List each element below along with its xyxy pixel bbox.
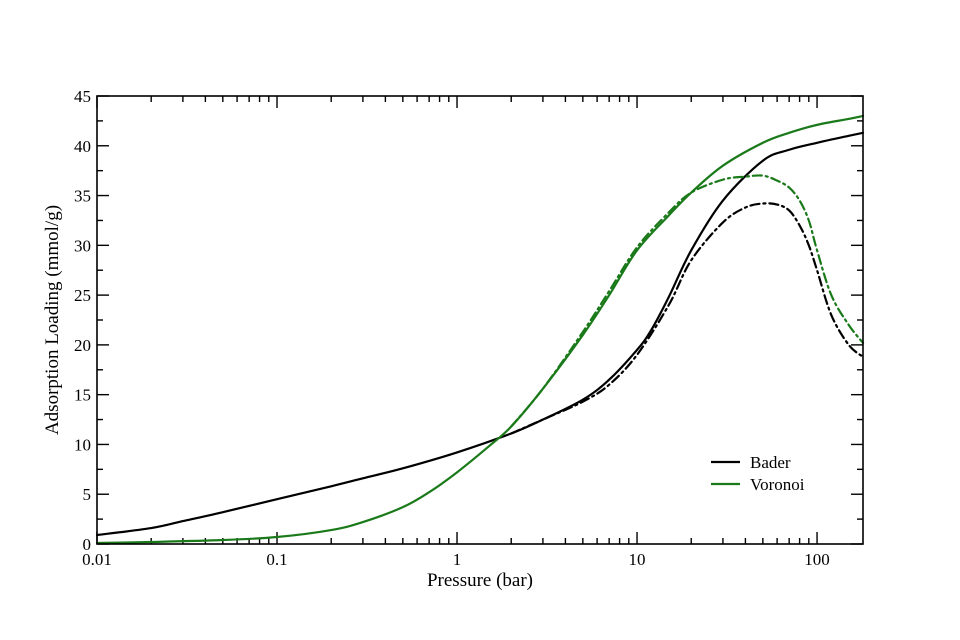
y-tick-label: 20 bbox=[74, 336, 91, 355]
series-layer bbox=[95, 114, 865, 545]
y-axis-title: Adsorption Loading (mmol/g) bbox=[42, 205, 63, 435]
y-tick-label: 5 bbox=[83, 485, 92, 504]
x-tick-label: 1 bbox=[453, 550, 462, 569]
series-2-dashdot-line bbox=[510, 202, 865, 435]
y-tick-label: 35 bbox=[74, 187, 91, 206]
y-tick-label: 15 bbox=[74, 386, 91, 405]
plot-frame bbox=[96, 95, 864, 545]
legend: Bader Voronoi bbox=[711, 453, 805, 494]
legend-label-voronoi: Voronoi bbox=[750, 475, 805, 494]
legend-label-bader: Bader bbox=[750, 453, 791, 472]
bader-line bbox=[95, 131, 865, 537]
voronoi-line bbox=[95, 114, 865, 545]
x-tick-label: 100 bbox=[804, 550, 830, 569]
y-tick-label: 0 bbox=[83, 535, 92, 554]
series-3-dashdot-line bbox=[510, 174, 865, 428]
tick-layer bbox=[96, 95, 863, 545]
y-tick-label: 45 bbox=[74, 87, 91, 106]
x-axis-title: Pressure (bar) bbox=[427, 570, 533, 591]
x-tick-label: 0.01 bbox=[82, 550, 112, 569]
y-tick-label: 25 bbox=[74, 286, 91, 305]
x-tick-label: 0.1 bbox=[266, 550, 287, 569]
y-tick-label: 30 bbox=[74, 236, 91, 255]
y-tick-label: 10 bbox=[74, 435, 91, 454]
tick-label-layer: 0.01 0.1 1 10 100 0 5 10 15 20 25 30 35 40 45 bbox=[74, 87, 830, 569]
x-tick-label: 10 bbox=[629, 550, 646, 569]
y-tick-label: 40 bbox=[74, 137, 91, 156]
